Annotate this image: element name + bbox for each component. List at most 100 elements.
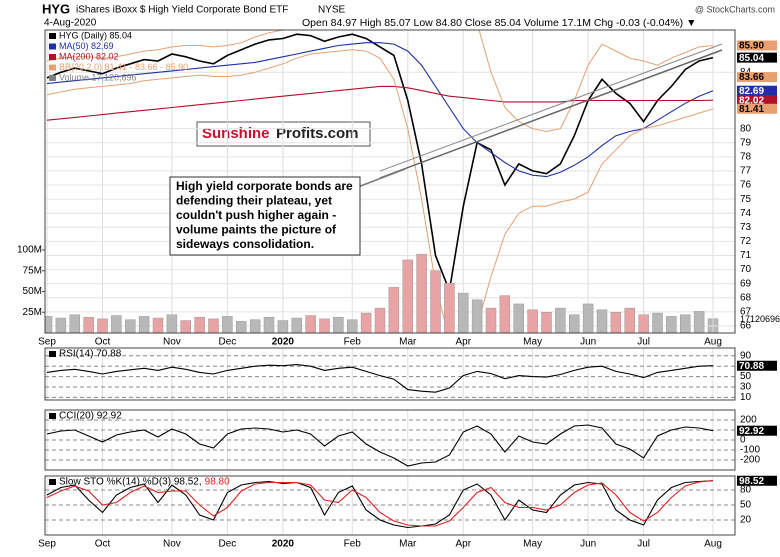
y-tick-label: 200: [740, 415, 757, 426]
x-tick-label: May: [523, 539, 542, 550]
value-box-label: 81.41: [739, 104, 764, 115]
volume-bar: [541, 311, 552, 333]
volume-bar: [624, 307, 635, 333]
value-box-label: 85.90: [739, 41, 764, 52]
volume-bar: [111, 315, 122, 333]
annotation-line: High yield corporate bonds are: [176, 179, 353, 193]
y-tick-label: 0: [740, 435, 746, 446]
y-tick-label: 20: [740, 515, 752, 526]
annotation-line: sideways consolidation.: [176, 237, 314, 251]
volume-last-label: 17120696: [740, 314, 780, 324]
volume-bar: [527, 309, 538, 333]
x-tick-label: 2020: [272, 539, 295, 550]
y2-tick-label: 25M: [23, 307, 42, 318]
x-tick-label: Mar: [399, 337, 417, 348]
y-tick-label: 69: [740, 278, 752, 289]
value-box: [737, 95, 777, 106]
volume-bar: [347, 319, 358, 333]
panel-frame: [44, 347, 736, 401]
legend-entry: HYG (Daily) 85.04: [59, 30, 132, 40]
series-line: [46, 42, 714, 178]
value-box-label: 83.66: [739, 72, 764, 83]
date: 4-Aug-2020: [44, 18, 97, 29]
volume-bar: [194, 316, 205, 333]
legend-swatch: [49, 351, 56, 357]
volume-bar: [693, 311, 705, 333]
quote: Open 84.97 High 85.07 Low 84.80 Close 85…: [302, 17, 696, 29]
volume-bar: [513, 303, 524, 333]
value-box-label: 98.52: [739, 476, 764, 487]
y-tick-label: 50: [740, 371, 752, 382]
volume-bar: [471, 299, 483, 333]
volume-bar: [125, 319, 136, 333]
value-box: [737, 52, 777, 63]
x-tick-label: Jul: [637, 337, 650, 348]
y-tick-label: 74: [740, 208, 752, 219]
y-tick-label: 66: [740, 321, 752, 332]
legend-swatch: [49, 64, 56, 71]
y-tick-label: -200: [740, 455, 760, 466]
x-tick-label: May: [523, 337, 542, 348]
series-line: [46, 424, 714, 467]
value-box-label: 82.02: [739, 95, 764, 106]
volume-bar: [582, 303, 594, 333]
volume-bar: [610, 311, 622, 333]
x-tick-label: Nov: [163, 539, 181, 550]
y2-tick-label: 100M: [17, 245, 42, 256]
value-box-label: 85.04: [739, 53, 764, 64]
legend-swatch: [49, 33, 56, 39]
legend-swatch: [49, 75, 56, 81]
volume-bar: [416, 253, 427, 333]
y-tick-label: 73: [740, 222, 752, 233]
volume-bar: [152, 317, 164, 333]
legend-swatch: [49, 54, 56, 60]
panel-frame: [44, 475, 736, 536]
legend-entry: CCI(20) 92.92: [59, 411, 122, 422]
y-tick-label: 10: [740, 392, 752, 403]
volume-bar: [652, 312, 663, 333]
series-line: [46, 480, 714, 529]
value-box: [737, 103, 777, 114]
volume-bar: [374, 307, 386, 333]
volume-bar: [430, 270, 441, 333]
annotation-line: couldn't push higher again -: [176, 208, 336, 222]
panel: [45, 410, 735, 470]
volume-bar: [222, 316, 233, 333]
x-tick-label: Sep: [38, 539, 56, 550]
volume-bar: [596, 309, 608, 333]
trend-line: [379, 43, 723, 172]
value-box-label: 92.92: [739, 426, 764, 437]
volume-bar: [555, 307, 566, 333]
panel-frame: [44, 409, 736, 471]
volume-bar: [638, 314, 649, 333]
legend-swatch: [49, 479, 56, 485]
x-tick-label: Jun: [580, 539, 596, 550]
series-line: [46, 480, 714, 527]
volume-bar: [680, 314, 691, 333]
y-tick-label: 71: [740, 250, 752, 261]
y2-tick-label: 50M: [23, 286, 42, 297]
y-tick-label: 68: [740, 292, 752, 303]
y-tick-label: 67: [740, 307, 752, 318]
legend-entry: Slow STO %K(14) %D(3) 98.52,: [59, 477, 202, 488]
x-tick-label: 2020: [272, 337, 295, 348]
volume-bar: [485, 307, 497, 333]
y-tick-label: 75: [740, 194, 752, 205]
panel: [45, 476, 735, 535]
y-tick-label: 50: [740, 500, 752, 511]
x-tick-label: Aug: [704, 539, 722, 550]
legend-entry: 98.80: [205, 477, 230, 488]
volume-bar: [388, 287, 400, 333]
trend-channel: [379, 43, 723, 179]
x-tick-label: Dec: [218, 539, 236, 550]
annotation-line: defending their plateau, yet: [176, 194, 332, 208]
x-tick-label: Feb: [344, 337, 362, 348]
y-tick-label: 80: [740, 485, 752, 496]
legend-entry: Volume 17,120,696: [59, 72, 137, 82]
volume-bar: [236, 321, 247, 333]
legend-entry: BB(20,2.0) 81.41 - 83.66 - 85.90: [59, 62, 188, 72]
volume-bar: [208, 318, 219, 333]
x-tick-label: Apr: [455, 337, 471, 348]
legend-entry: MA(200) 82.02: [59, 51, 119, 61]
